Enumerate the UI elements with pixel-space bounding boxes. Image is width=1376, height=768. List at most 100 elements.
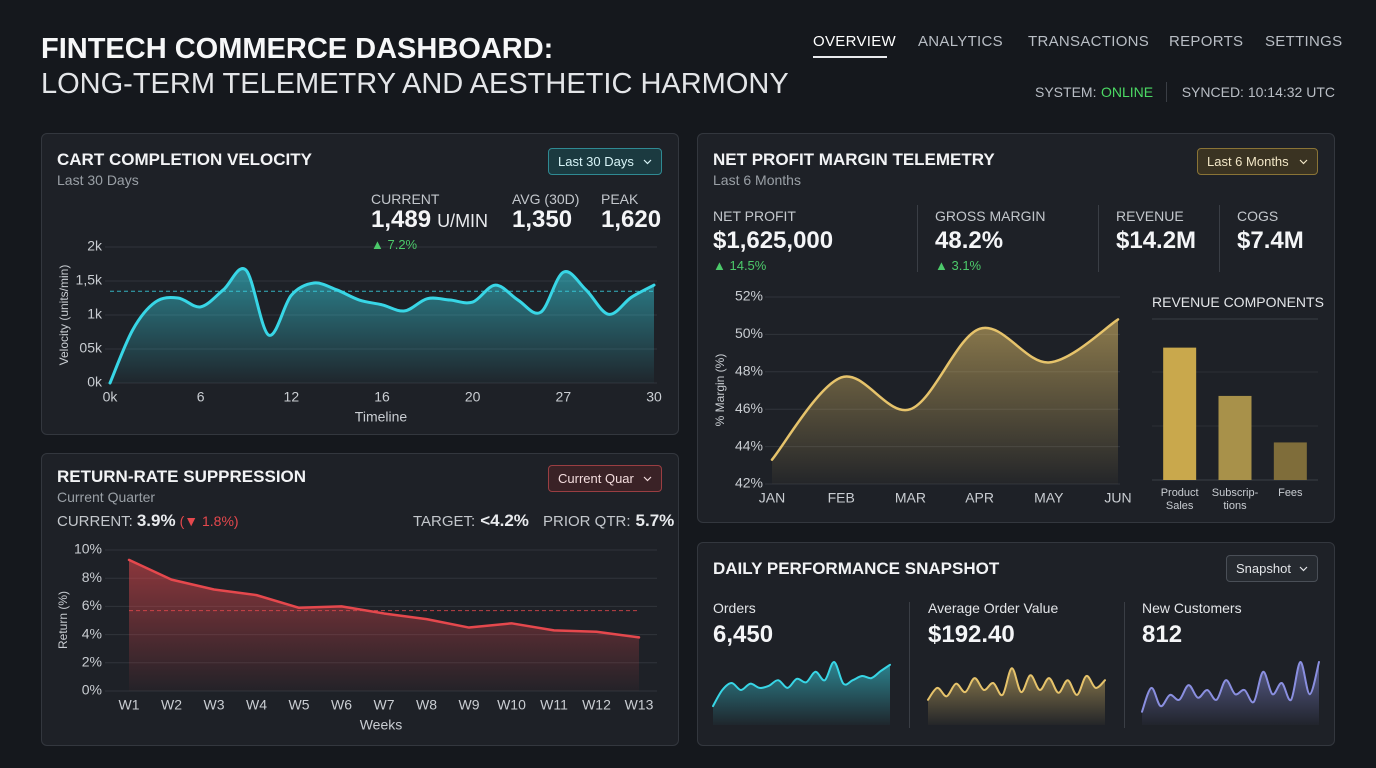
x-axis-label: Timeline <box>355 409 408 425</box>
dropdown[interactable]: Current Quar <box>548 465 662 492</box>
line <box>1141 660 1320 713</box>
x-tick-label: W5 <box>289 697 310 713</box>
x-tick-label: MAR <box>895 490 926 506</box>
kpi-unit: U/MIN <box>437 211 489 231</box>
x-tick-label: 16 <box>374 389 390 405</box>
metric-value: 812 <box>1142 621 1183 648</box>
dropdown[interactable]: Last 6 Months <box>1197 148 1318 175</box>
kpi-value: $1,625,000 <box>713 227 834 254</box>
x-tick-label: JAN <box>759 490 785 506</box>
panel-subtitle: Last 6 Months <box>713 172 801 188</box>
nav-item[interactable]: REPORTS <box>1169 33 1244 50</box>
status-state: ONLINE <box>1101 84 1154 100</box>
metric-value: $192.40 <box>928 621 1015 648</box>
divider <box>917 205 918 272</box>
x-tick-label: FEB <box>828 490 855 506</box>
y-axis-label: Return (%) <box>56 591 70 649</box>
y-tick-label: 42% <box>735 475 763 491</box>
x-tick-label: W13 <box>625 697 654 713</box>
stat: CURRENT: 3.9% (▼ 1.8%) <box>57 511 239 531</box>
x-tick-label: W12 <box>582 697 611 713</box>
y-tick-label: 8% <box>82 569 102 585</box>
x-tick-label: W4 <box>246 697 267 713</box>
metric-value: 6,450 <box>713 621 774 648</box>
divider <box>1219 205 1220 272</box>
chart-title: REVENUE COMPONENTS <box>1152 294 1324 310</box>
y-axis-label: Velocity (units/min) <box>57 265 71 366</box>
chevron <box>1299 159 1308 164</box>
divider <box>1098 205 1099 272</box>
kpi-value: 48.2% <box>935 227 1004 254</box>
kpi-label: AVG (30D) <box>512 191 580 207</box>
chevron <box>643 159 652 164</box>
line <box>712 661 891 708</box>
x-tick-label: 30 <box>646 389 662 405</box>
y-tick-label: 1k <box>87 306 103 322</box>
dropdown-label: Last 6 Months <box>1207 154 1289 169</box>
nav-item[interactable]: SETTINGS <box>1265 33 1343 50</box>
stat-value: <4.2% <box>480 511 529 530</box>
kpi-change: ▲ 14.5% <box>713 258 767 273</box>
divider <box>909 602 910 728</box>
nav-item[interactable]: OVERVIEW <box>813 33 896 50</box>
stat: TARGET: <4.2% <box>413 511 529 531</box>
line <box>108 267 656 385</box>
dropdown-label: Last 30 Days <box>558 154 634 169</box>
x-tick-label: Subscrip-tions <box>1211 487 1259 512</box>
panel-title: DAILY PERFORMANCE SNAPSHOT <box>713 559 1000 578</box>
bar <box>1163 347 1197 480</box>
stat-label: PRIOR QTR: <box>543 513 631 530</box>
nav-item[interactable]: ANALYTICS <box>918 33 1003 50</box>
area-fill <box>129 559 639 691</box>
area-fill <box>772 319 1118 484</box>
kpi-label: COGS <box>1237 208 1279 224</box>
x-tick-label: JUN <box>1104 490 1131 506</box>
kpi-value: 1,489 <box>371 206 432 233</box>
dropdown-label: Snapshot <box>1236 561 1291 576</box>
x-tick-label: W6 <box>331 697 352 713</box>
line <box>127 558 641 639</box>
area-fill <box>928 668 1105 725</box>
y-tick-label: 6% <box>82 597 102 613</box>
page-subtitle: LONG-TERM TELEMETRY AND AESTHETIC HARMON… <box>41 68 789 100</box>
sync-time: SYNCED: 10:14:32 UTC <box>1181 84 1335 100</box>
nav-underline <box>813 56 887 58</box>
line <box>770 318 1120 461</box>
chevron <box>1299 566 1308 571</box>
dropdown[interactable]: Last 30 Days <box>548 148 662 175</box>
y-tick-label: 10% <box>74 541 102 557</box>
kpi-value: $14.2M <box>1116 227 1197 254</box>
stat-label: CURRENT: <box>57 513 133 530</box>
line <box>927 667 1106 701</box>
dropdown-label: Current Quar <box>558 471 634 486</box>
y-tick-label: 48% <box>735 363 763 379</box>
y-tick-label: 46% <box>735 400 763 416</box>
nav-item[interactable]: TRANSACTIONS <box>1028 33 1150 50</box>
area-fill <box>713 661 890 725</box>
kpi-value: 1,620 <box>601 206 662 233</box>
x-tick-label: Product Sales <box>1160 487 1199 512</box>
stat: PRIOR QTR: 5.7% <box>543 511 674 531</box>
x-tick-label: W8 <box>416 697 437 713</box>
kpi-label: GROSS MARGIN <box>935 208 1046 224</box>
x-tick-label: Fees <box>1278 487 1303 499</box>
metric-label: Average Order Value <box>928 600 1059 616</box>
kpi-label: CURRENT <box>371 191 440 207</box>
stat-change: (▼ 1.8%) <box>179 513 239 529</box>
status-label: SYSTEM: <box>1035 84 1097 100</box>
dropdown[interactable]: Snapshot <box>1226 555 1318 582</box>
x-tick-label: W3 <box>204 697 225 713</box>
divider <box>1166 82 1167 102</box>
page-title: FINTECH COMMERCE DASHBOARD: <box>41 33 554 65</box>
area-fill <box>1142 661 1319 725</box>
y-tick-label: 05k <box>79 340 103 356</box>
x-tick-label: 12 <box>284 389 300 405</box>
x-tick-label: 27 <box>556 389 572 405</box>
x-tick-label: 6 <box>197 389 205 405</box>
stat-label: TARGET: <box>413 513 476 530</box>
x-tick-label: MAY <box>1034 490 1064 506</box>
kpi-label: PEAK <box>601 191 639 207</box>
y-tick-label: 52% <box>735 288 763 304</box>
metric-label: New Customers <box>1142 600 1242 616</box>
